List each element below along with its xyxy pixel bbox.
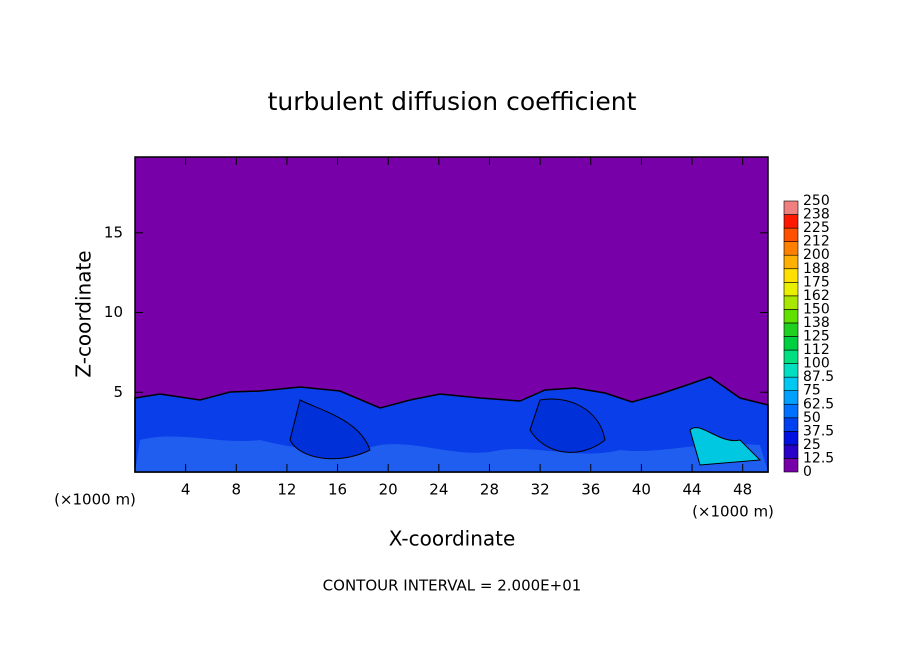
x-tick-label: 28 [480, 481, 499, 499]
chart-title: turbulent diffusion coefficient [268, 87, 637, 116]
colorbar-label: 50 [803, 410, 821, 426]
colorbar-label: 0 [803, 464, 812, 480]
x-tick-label: 12 [277, 481, 296, 499]
footer: CONTOUR INTERVAL = 2.000E+01 [323, 577, 582, 595]
colorbar-swatch [783, 309, 799, 324]
colorbar-label: 212 [803, 234, 830, 250]
colorbar-swatch [783, 200, 799, 215]
colorbar-label: 100 [803, 356, 830, 372]
colorbar-swatch [783, 458, 799, 473]
x-tick-label: 36 [581, 481, 600, 499]
colorbar-label: 225 [803, 220, 830, 236]
colorbar-label: 112 [803, 342, 830, 358]
colorbar-label: 12.5 [803, 450, 834, 466]
x-axis-label: X-coordinate [389, 527, 516, 551]
layer-detail [289, 399, 371, 460]
colorbar-swatch [783, 363, 799, 378]
colorbar-swatch [783, 254, 799, 270]
colorbar-label: 37.5 [803, 423, 834, 439]
x-tick-label: 24 [429, 481, 448, 499]
layer-detail [689, 427, 762, 466]
y-axis-label: Z-coordinate [72, 250, 96, 377]
colorbar-swatch [783, 227, 799, 242]
colorbar-swatch [783, 390, 799, 405]
colorbar-swatch [783, 444, 799, 459]
field [134, 157, 769, 473]
colorbar-swatch [783, 268, 799, 283]
colorbar-swatch [783, 417, 799, 432]
colorbar-label: 62.5 [803, 396, 834, 412]
colorbar-label: 87.5 [803, 369, 834, 385]
colorbar-label: 125 [803, 329, 830, 345]
colorbar-label: 150 [803, 301, 830, 317]
colorbar-label: 238 [803, 207, 830, 223]
x-tick-label: 44 [682, 481, 701, 499]
layer-detail [529, 398, 606, 453]
colorbar-swatch [783, 241, 799, 256]
x-tick-label: 48 [733, 481, 752, 499]
y-tick-label: 10 [104, 303, 123, 321]
colorbar-swatch [783, 349, 799, 364]
plot-frame [134, 156, 769, 473]
x-tick-label: 20 [379, 481, 398, 499]
colorbar-swatch [783, 281, 799, 297]
x-unit-label: (×1000 m) [54, 491, 136, 509]
colorbar-swatch [783, 431, 799, 446]
colorbar-label: 200 [803, 247, 830, 263]
colorbar-swatch [783, 322, 799, 337]
y-tick-label: 5 [113, 383, 123, 401]
x-unit-label: (×1000 m) [692, 503, 774, 521]
colorbar-swatch [783, 295, 799, 310]
colorbar-label: 162 [803, 288, 830, 304]
x-tick-label: 40 [632, 481, 651, 499]
colorbar-swatch [783, 214, 799, 229]
colorbar-label: 75 [803, 383, 821, 399]
colorbar-swatch [783, 376, 799, 391]
colorbar-label: 175 [803, 274, 830, 290]
colorbar-swatch [783, 403, 799, 419]
x-tick-label: 4 [181, 481, 191, 499]
colorbar-label: 250 [803, 193, 830, 209]
layer-detail [135, 436, 768, 472]
colorbar-label: 138 [803, 315, 830, 331]
colorbar-swatch [783, 336, 799, 351]
x-tick-label: 32 [531, 481, 550, 499]
x-tick-label: 8 [232, 481, 242, 499]
colorbar-label: 25 [803, 437, 821, 453]
y-tick-label: 15 [104, 223, 123, 241]
x-tick-label: 16 [328, 481, 347, 499]
colorbar-label: 188 [803, 261, 830, 277]
